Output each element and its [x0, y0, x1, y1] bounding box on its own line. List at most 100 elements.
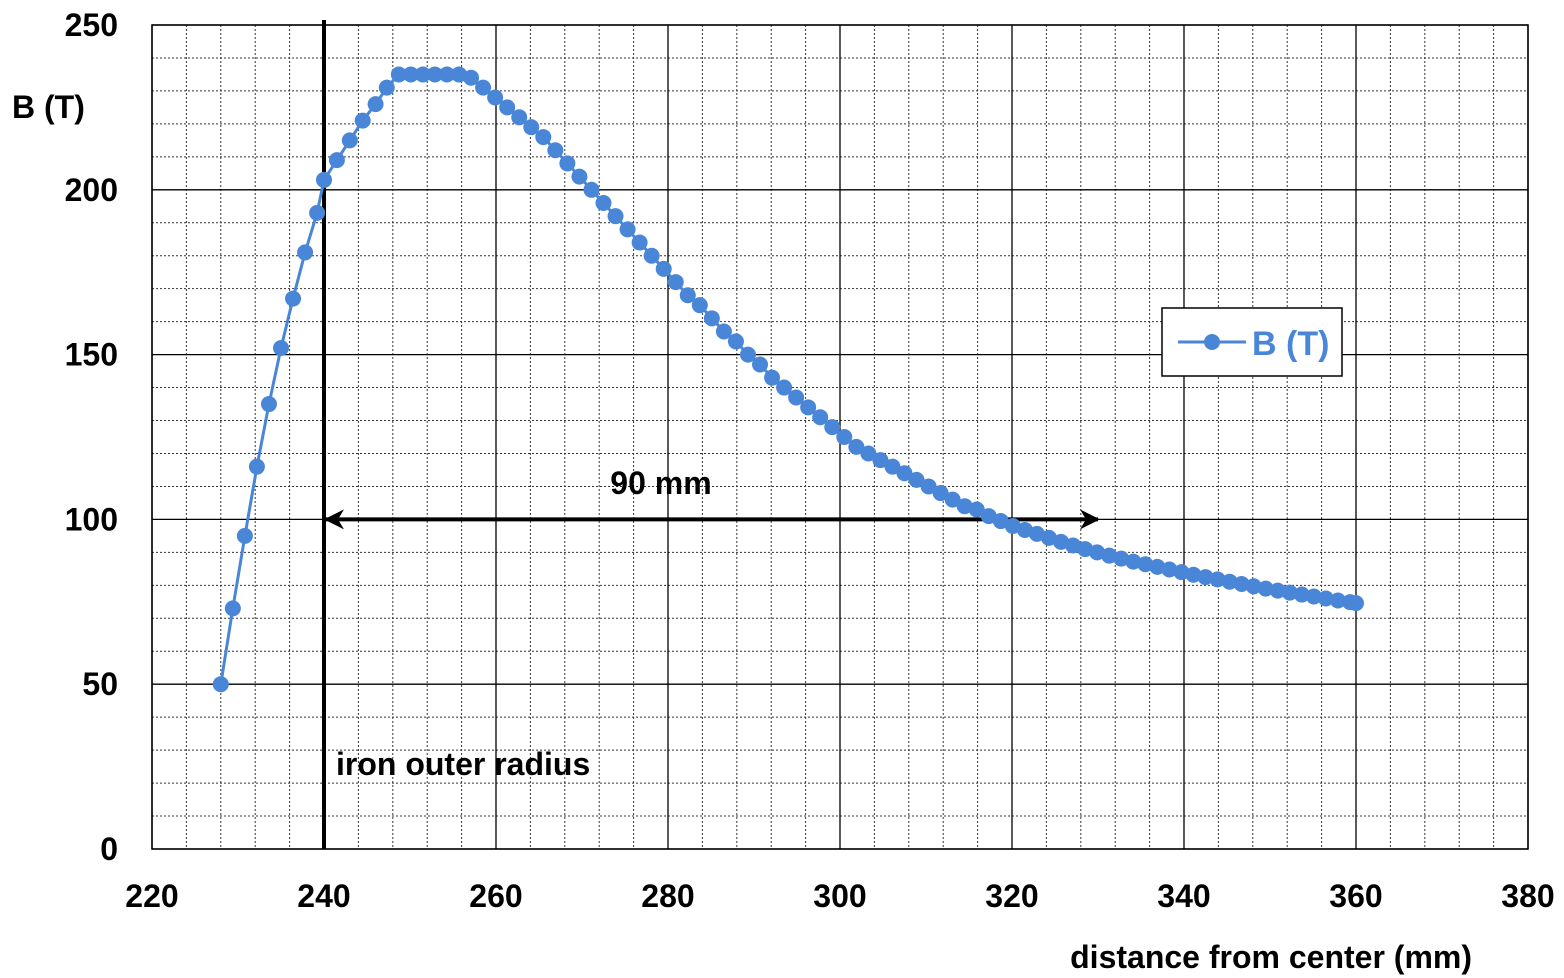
data-point	[487, 89, 504, 106]
x-tick-label: 320	[985, 878, 1038, 914]
data-point	[848, 438, 865, 455]
data-point	[1028, 525, 1045, 542]
data-point	[860, 445, 877, 462]
data-point	[354, 112, 371, 129]
data-point	[1040, 529, 1057, 546]
data-point	[1269, 582, 1286, 599]
x-tick-label: 380	[1501, 878, 1554, 914]
data-point	[378, 79, 395, 96]
x-tick-label: 340	[1157, 878, 1210, 914]
data-point	[273, 340, 289, 357]
data-point	[727, 333, 744, 350]
x-tick-label: 260	[469, 878, 522, 914]
data-point	[1161, 561, 1178, 578]
data-point	[248, 458, 265, 475]
data-point	[764, 369, 781, 386]
data-point	[992, 513, 1009, 530]
data-point	[896, 465, 913, 482]
data-point	[932, 485, 949, 502]
data-point	[511, 109, 528, 126]
y-tick-label: 150	[65, 337, 118, 373]
data-point	[341, 132, 358, 149]
data-point	[1257, 580, 1274, 597]
data-point	[884, 458, 901, 475]
data-point	[1197, 569, 1214, 586]
data-point	[463, 69, 480, 86]
data-point	[691, 297, 708, 314]
data-point	[607, 208, 624, 225]
data-point	[788, 389, 805, 406]
data-point	[968, 501, 985, 518]
data-point	[1113, 550, 1130, 567]
y-tick-label: 0	[100, 831, 118, 867]
data-point	[535, 129, 552, 146]
data-point	[1065, 537, 1082, 554]
data-point	[980, 508, 997, 525]
data-point	[1149, 558, 1166, 575]
span-label: 90 mm	[610, 465, 711, 501]
legend-label: B (T)	[1252, 325, 1329, 363]
data-point	[703, 310, 720, 327]
data-point	[752, 356, 769, 373]
data-point	[1125, 553, 1142, 570]
y-tick-label: 100	[65, 501, 118, 537]
data-point	[667, 274, 684, 291]
data-point	[920, 478, 937, 495]
data-point	[631, 234, 648, 251]
data-point	[655, 260, 672, 277]
data-point	[1209, 571, 1226, 588]
legend: B (T)	[1161, 307, 1343, 377]
data-point	[438, 66, 455, 83]
data-point	[944, 491, 961, 508]
x-tick-label: 280	[641, 878, 694, 914]
data-point	[212, 676, 229, 693]
y-tick-label: 200	[65, 172, 118, 208]
data-point	[1245, 578, 1262, 595]
data-point	[1101, 547, 1118, 564]
data-point	[583, 181, 600, 198]
data-point	[1329, 592, 1346, 609]
data-point	[224, 600, 241, 617]
legend-marker-swatch	[1204, 334, 1220, 350]
annotations: iron outer radius 90 mm	[322, 20, 1100, 849]
data-point	[1089, 544, 1106, 561]
data-point	[679, 287, 696, 304]
data-point	[367, 96, 384, 113]
data-point	[595, 194, 612, 211]
data-point	[1137, 556, 1154, 573]
x-axis-title: distance from center (mm)	[1070, 939, 1472, 975]
data-point	[956, 498, 973, 515]
data-point	[836, 429, 853, 445]
data-point	[643, 247, 660, 264]
data-point	[426, 66, 443, 83]
x-tick-labels: 220 240 260 280 300 320 340 360 380	[125, 878, 1554, 914]
y-tick-label: 250	[65, 7, 118, 43]
data-point	[1185, 566, 1202, 583]
x-tick-label: 360	[1329, 878, 1382, 914]
data-point	[1053, 533, 1070, 550]
x-tick-label: 220	[125, 878, 178, 914]
data-point	[1221, 573, 1238, 590]
data-point	[475, 79, 492, 96]
data-point	[824, 419, 841, 436]
y-tick-label: 50	[82, 666, 118, 702]
data-point	[800, 399, 817, 416]
data-point	[414, 66, 431, 83]
data-point	[309, 204, 326, 221]
y-tick-labels: 0 50 100 150 200 250	[65, 7, 118, 867]
data-point	[1173, 564, 1190, 581]
data-point	[260, 396, 277, 413]
data-point	[523, 119, 540, 136]
y-axis-title: B (T)	[12, 89, 85, 125]
data-point	[1293, 586, 1310, 603]
data-point	[872, 452, 889, 469]
data-point	[1281, 584, 1298, 601]
data-point	[1317, 590, 1334, 607]
iron-radius-label: iron outer radius	[336, 746, 590, 782]
data-point	[499, 99, 516, 116]
data-point	[285, 290, 302, 307]
data-point	[1016, 521, 1033, 538]
data-point	[547, 142, 564, 159]
data-point	[297, 244, 314, 261]
